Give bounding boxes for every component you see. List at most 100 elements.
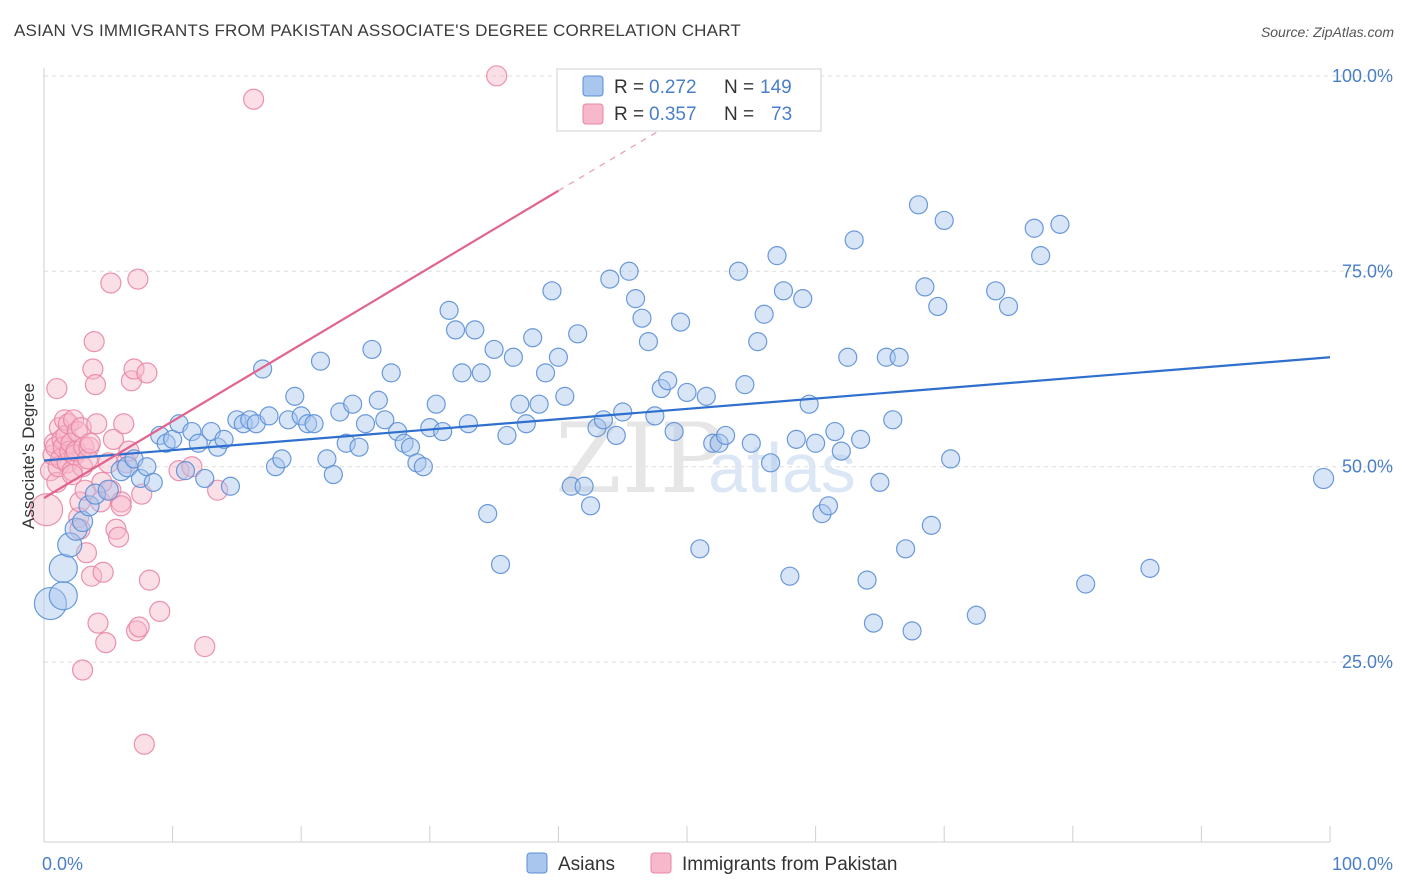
asian-point-3 [57,532,83,558]
asian-points [33,195,1335,641]
asian-point-96 [670,312,691,332]
asian-point-115 [805,433,826,453]
pakistan-point-62 [207,479,229,501]
pakistan-point-39 [92,561,114,583]
asian-point-108 [760,453,781,473]
asian-point-36 [285,386,305,406]
pakistan-point-47 [113,413,135,435]
pakistan-point-35 [84,374,107,396]
asian-point-44 [336,433,356,453]
asian-point-74 [529,394,549,414]
bottom-legend-swatch-asians [526,852,548,874]
asian-point-118 [825,421,845,442]
asian-point-35 [278,410,298,430]
asian-trend-line [43,356,1331,462]
asian-point-66 [478,504,498,524]
y-axis-label: Associate's Degree [19,383,38,529]
asian-point-122 [851,429,871,449]
asian-point-84 [593,410,614,430]
pakistan-point-43 [102,428,125,450]
asian-point-65 [471,363,491,383]
pakistan-point-36 [86,413,108,435]
watermark-atlas: atlas [708,429,856,507]
pakistan-point-0 [29,493,64,527]
asian-point-5 [71,510,94,533]
asian-point-56 [413,457,433,477]
asian-point-57 [420,418,440,438]
pakistan-point-65 [243,88,265,110]
pakistan-point-53 [128,616,150,638]
asian-point-61 [445,320,466,340]
asian-point-101 [709,433,729,453]
asian-point-136 [941,449,961,469]
asian-point-70 [503,347,523,367]
asian-point-51 [381,363,401,383]
asian-point-68 [490,554,511,575]
asian-point-78 [555,386,575,406]
asian-point-14 [143,472,163,492]
asian-point-39 [304,414,324,434]
asian-point-64 [465,320,485,340]
grid-lines [44,75,1392,663]
top-legend: R = 0.272 N = 149 R = 0.357 N = 73 [556,68,822,132]
pakistan-point-29 [77,448,99,470]
asian-point-67 [484,339,504,360]
asian-point-103 [728,261,749,281]
asian-point-80 [568,324,588,344]
asian-point-116 [812,504,832,524]
asian-point-119 [831,441,851,461]
pakistan-point-33 [82,358,104,380]
asian-point-40 [310,351,331,371]
pakistan-point-37 [87,612,109,634]
asian-point-20 [182,421,202,442]
x-tick-labels: 0.0% 100.0% [42,854,1393,874]
pakistan-point-52 [125,620,148,642]
chart-title: ASIAN VS IMMIGRANTS FROM PAKISTAN ASSOCI… [14,21,741,40]
asian-point-48 [362,339,382,360]
asian-point-140 [1024,218,1044,238]
asian-point-138 [986,281,1006,301]
asian-point-133 [921,515,941,535]
asian-point-134 [928,296,948,317]
asian-point-139 [998,296,1019,317]
asian-point-120 [838,347,858,367]
asian-point-130 [902,621,922,641]
asian-point-22 [195,468,215,489]
pakistan-point-55 [133,733,155,755]
asian-point-92 [645,406,665,426]
asian-point-42 [323,464,343,485]
pakistan-point-59 [168,460,190,482]
asian-point-19 [175,461,196,481]
legend-r-label-2: R = [614,104,644,125]
asian-point-47 [355,414,376,434]
asian-point-106 [748,332,768,352]
asian-point-145 [1312,467,1335,490]
asian-point-60 [439,300,459,320]
asian-point-12 [130,468,151,489]
asian-point-90 [632,308,652,328]
pakistan-point-31 [79,432,101,454]
legend-n-label-1: N = [724,77,754,98]
pakistan-point-61 [194,635,216,658]
asian-point-45 [343,394,363,414]
pakistan-point-72 [110,495,132,517]
y-tick-label-3: 100.0% [1332,66,1393,86]
asian-point-88 [619,261,639,281]
pakistan-points [29,65,508,755]
asian-point-62 [452,363,472,383]
asian-point-97 [677,382,697,403]
asian-point-111 [786,429,806,449]
pakistan-point-32 [80,565,103,587]
bottom-legend: Asians Immigrants from Pakistan [526,852,897,875]
asian-point-142 [1050,214,1070,234]
asian-point-1 [48,581,78,611]
asian-point-32 [259,406,279,426]
asian-point-69 [497,425,517,446]
bottom-legend-label-asians: Asians [558,854,615,875]
y-tick-label-0: 25.0% [1342,652,1393,672]
pakistan-point-58 [149,600,171,622]
watermark-zip: ZIP [555,403,724,515]
asian-point-107 [754,304,774,324]
y-tick-label-1: 50.0% [1342,457,1393,477]
axes [43,68,1331,843]
